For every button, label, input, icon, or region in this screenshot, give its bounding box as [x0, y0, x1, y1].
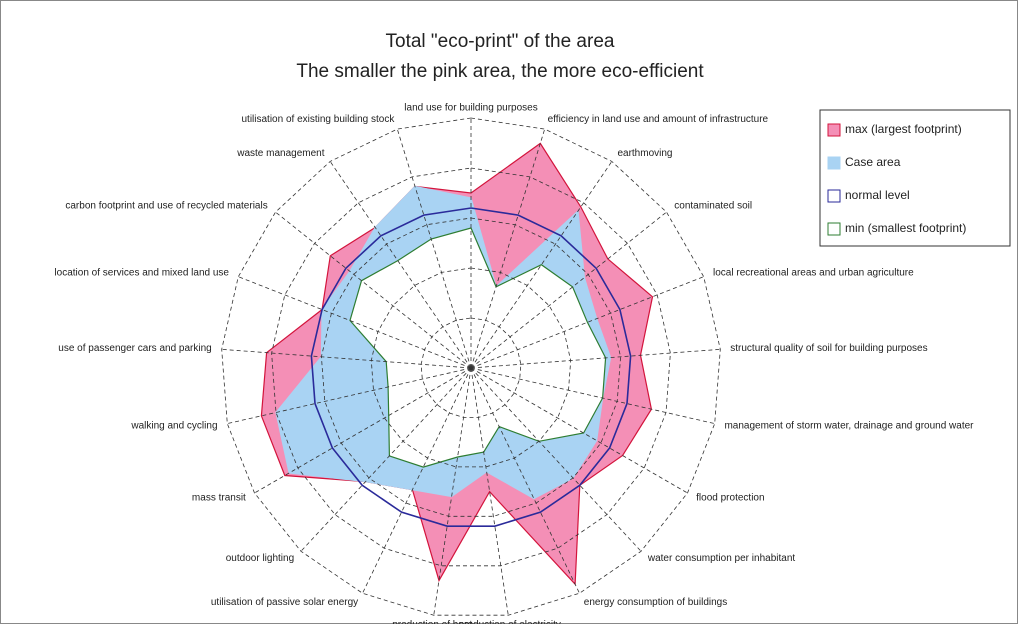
grid-ring — [271, 167, 671, 567]
grid-ring — [320, 217, 622, 517]
axis-label: water consumption per inhabitant — [647, 553, 796, 564]
legend-label: Case area — [845, 155, 901, 169]
axis-label: outdoor lighting — [226, 553, 294, 564]
legend-label: min (smallest footprint) — [845, 221, 966, 235]
grid-ring — [420, 317, 522, 418]
legend-label: normal level — [845, 188, 910, 202]
axis-label: production of heat — [392, 620, 472, 624]
axis-label: land use for building purposes — [404, 103, 537, 114]
legend-swatch — [827, 123, 841, 137]
legend-label: max (largest footprint) — [845, 122, 962, 136]
grid-ring — [370, 267, 572, 468]
axis-label: utilisation of passive solar energy — [211, 597, 358, 608]
axis-label: location of services and mixed land use — [54, 268, 229, 279]
legend-swatch — [827, 222, 841, 236]
axis-label: structural quality of soil for building … — [730, 343, 927, 354]
axis-label: waste management — [236, 148, 324, 159]
axis-label: management of storm water, drainage and … — [724, 420, 974, 431]
axis-label: mass transit — [192, 493, 246, 504]
axis-label: earthmoving — [617, 148, 672, 159]
chart-subtitle: The smaller the pink area, the more eco-… — [296, 61, 704, 82]
legend-box — [819, 109, 1011, 247]
axis-label: utilisation of existing building stock — [241, 114, 395, 125]
legend-swatch — [827, 156, 841, 170]
axis-label: local recreational areas and urban agric… — [713, 268, 914, 279]
axis-label: efficiency in land use and amount of inf… — [548, 114, 769, 125]
legend-swatch — [827, 189, 841, 203]
axis-label: use of passenger cars and parking — [58, 343, 211, 354]
series-area — [349, 227, 607, 468]
axis-label: energy consumption of buildings — [584, 597, 727, 608]
axis-label: flood protection — [696, 493, 764, 504]
axis-label: production of electricity — [459, 620, 561, 624]
axis-label: contaminated soil — [674, 201, 752, 212]
chart-title: Total "eco-print" of the area — [386, 31, 615, 52]
series-area — [310, 207, 632, 528]
axis-label: carbon footprint and use of recycled mat… — [65, 201, 267, 212]
axis-label: walking and cycling — [130, 420, 217, 431]
grid-ring — [221, 117, 721, 616]
